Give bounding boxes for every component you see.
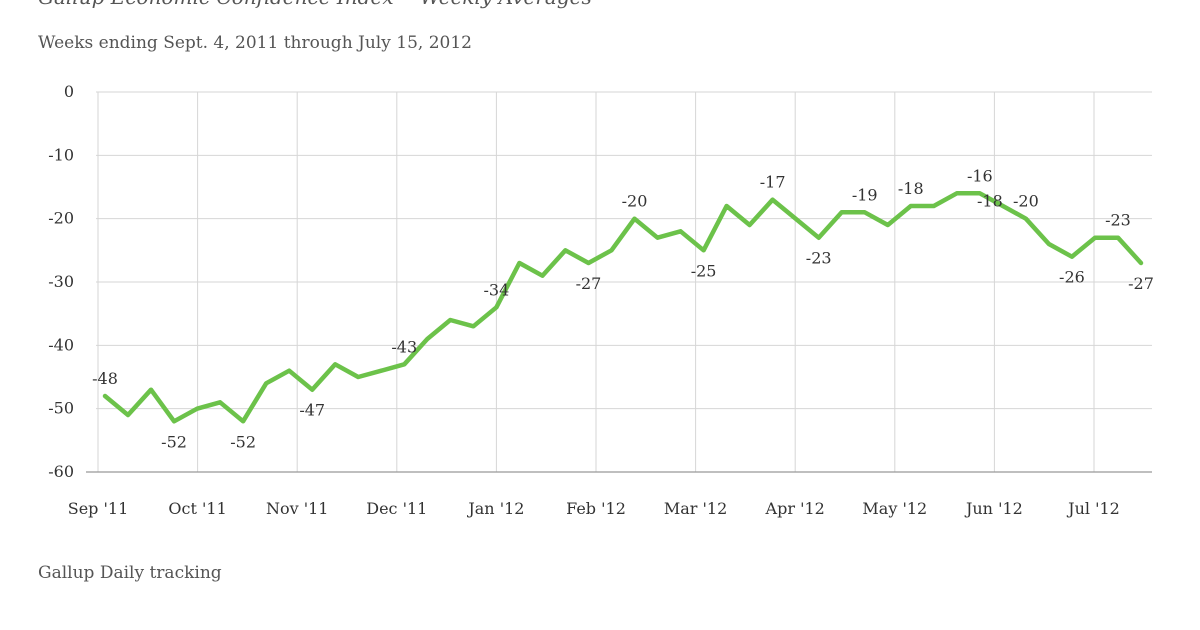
data-label: -26 — [1059, 268, 1085, 287]
data-label: -16 — [967, 166, 993, 185]
y-tick-label: -40 — [48, 335, 74, 354]
grid — [96, 91, 1152, 473]
x-tick-label: Jul '12 — [1066, 499, 1120, 518]
y-axis: 0 -10 -20 -30 -40 -50 -60 — [48, 82, 74, 481]
x-tick-label: Feb '12 — [566, 499, 626, 518]
data-label: -52 — [161, 432, 187, 451]
data-label: -20 — [622, 192, 648, 211]
data-label: -48 — [92, 369, 118, 388]
x-tick-label: Jun '12 — [964, 499, 1023, 518]
x-axis: Sep '11 Oct '11 Nov '11 Dec '11 Jan '12 Feb '… — [68, 471, 1152, 518]
series — [102, 191, 1144, 424]
data-label: -20 — [1013, 192, 1039, 211]
series-line — [102, 191, 1144, 424]
data-label: -25 — [691, 261, 717, 280]
y-tick-label: -30 — [48, 272, 74, 291]
x-tick-label: Oct '11 — [168, 499, 226, 518]
x-tick-label: Mar '12 — [664, 499, 727, 518]
data-label: -43 — [391, 337, 417, 356]
x-tick-label: Jan '12 — [466, 499, 524, 518]
data-label: -18 — [977, 192, 1003, 211]
y-tick-label: 0 — [64, 82, 74, 101]
y-tick-label: -60 — [48, 462, 74, 481]
data-label: -17 — [760, 173, 786, 192]
x-tick-label: May '12 — [862, 499, 927, 518]
chart-title: Gallup Economic Confidence Index -- Week… — [38, 0, 592, 9]
data-label: -27 — [576, 274, 602, 293]
data-labels: -48-52 -52-47-43-34 -27-20-25-17-23-19 -18-… — [92, 166, 1154, 451]
data-label: -18 — [898, 179, 924, 198]
data-label: -34 — [483, 280, 509, 299]
chart-subtitle: Weeks ending Sept. 4, 2011 through July … — [38, 33, 472, 53]
data-label: -52 — [230, 432, 256, 451]
data-label: -19 — [852, 185, 878, 204]
chart-source: Gallup Daily tracking — [38, 563, 222, 583]
data-label: -23 — [1105, 211, 1131, 230]
x-tick-label: Nov '11 — [266, 499, 329, 518]
data-label: -23 — [806, 249, 832, 268]
data-label: -47 — [299, 401, 325, 420]
data-label: -27 — [1128, 274, 1154, 293]
x-tick-label: Dec '11 — [366, 499, 427, 518]
x-tick-label: Apr '12 — [765, 499, 825, 518]
y-tick-label: -20 — [48, 209, 74, 228]
y-tick-label: -50 — [48, 399, 74, 418]
x-tick-label: Sep '11 — [68, 499, 129, 518]
y-tick-label: -10 — [48, 145, 74, 164]
